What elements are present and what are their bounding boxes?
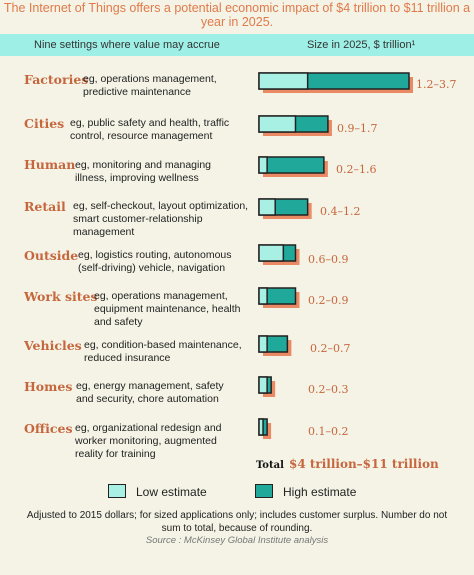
bar-low xyxy=(258,72,309,90)
category-description: eg, operations management, equipment mai… xyxy=(94,290,241,328)
category-description: eg, energy management, safety and securi… xyxy=(76,380,224,405)
range-label: 0.2–0.7 xyxy=(310,342,351,355)
category-label: Offices xyxy=(24,421,73,436)
range-label: 0.2–1.6 xyxy=(336,163,377,176)
category-label: Homes xyxy=(24,379,73,394)
category-label: Cities xyxy=(24,116,65,131)
range-label: 0.6–0.9 xyxy=(308,253,349,266)
range-label: 0.2–0.9 xyxy=(308,294,349,307)
bar-high xyxy=(258,156,325,174)
legend-low: Low estimate xyxy=(108,484,207,499)
range-label: 1.2–3.7 xyxy=(416,78,457,91)
source-note: Source : McKinsey Global Institute analy… xyxy=(145,535,329,546)
category-label: Work sites xyxy=(24,289,98,304)
category-description: eg, public safety and health, traffic co… xyxy=(70,117,230,142)
bar-low xyxy=(258,287,268,305)
chart-title: The Internet of Things offers a potentia… xyxy=(3,1,471,29)
category-description: eg, logistics routing, autonomous (self-… xyxy=(78,249,232,274)
legend-high-swatch xyxy=(255,484,273,498)
category-description: eg, organizational redesign and worker m… xyxy=(75,422,222,460)
bar-low xyxy=(258,418,264,436)
header-left-label: Nine settings where value may accrue xyxy=(34,39,220,51)
range-label: 0.1–0.2 xyxy=(308,425,349,438)
bar-low xyxy=(258,335,268,353)
bar-low xyxy=(258,198,276,216)
legend-high-label: High estimate xyxy=(283,485,357,499)
total-value: $4 trillion–$11 trillion xyxy=(288,457,439,471)
bar-low xyxy=(258,115,297,133)
footnote: Adjusted to 2015 dollars; for sized appl… xyxy=(26,510,448,534)
bar-low xyxy=(258,376,268,394)
category-label: Retail xyxy=(24,199,66,214)
category-label: Vehicles xyxy=(24,338,82,353)
range-label: 0.2–0.3 xyxy=(308,383,349,396)
header-band xyxy=(0,34,474,56)
range-label: 0.4–1.2 xyxy=(320,205,361,218)
legend-low-swatch xyxy=(108,484,126,498)
category-description: eg, operations management, predictive ma… xyxy=(83,73,217,98)
category-label: Human xyxy=(24,157,76,172)
category-description: eg, condition-based maintenance, reduced… xyxy=(84,339,242,364)
bar-low xyxy=(258,156,268,174)
category-description: eg, self-checkout, layout optimization, … xyxy=(73,200,249,238)
range-label: 0.9–1.7 xyxy=(337,122,378,135)
legend-low-label: Low estimate xyxy=(136,485,207,499)
category-label: Factories xyxy=(24,72,89,87)
legend-high: High estimate xyxy=(255,484,356,499)
bar-low xyxy=(258,244,285,262)
total-label: Total xyxy=(256,460,284,471)
category-label: Outside xyxy=(24,248,79,263)
total-line: Total $4 trillion–$11 trillion xyxy=(256,453,439,472)
category-description: eg, monitoring and managing illness, imp… xyxy=(75,159,212,184)
header-right-label: Size in 2025, $ trillion¹ xyxy=(307,39,416,51)
